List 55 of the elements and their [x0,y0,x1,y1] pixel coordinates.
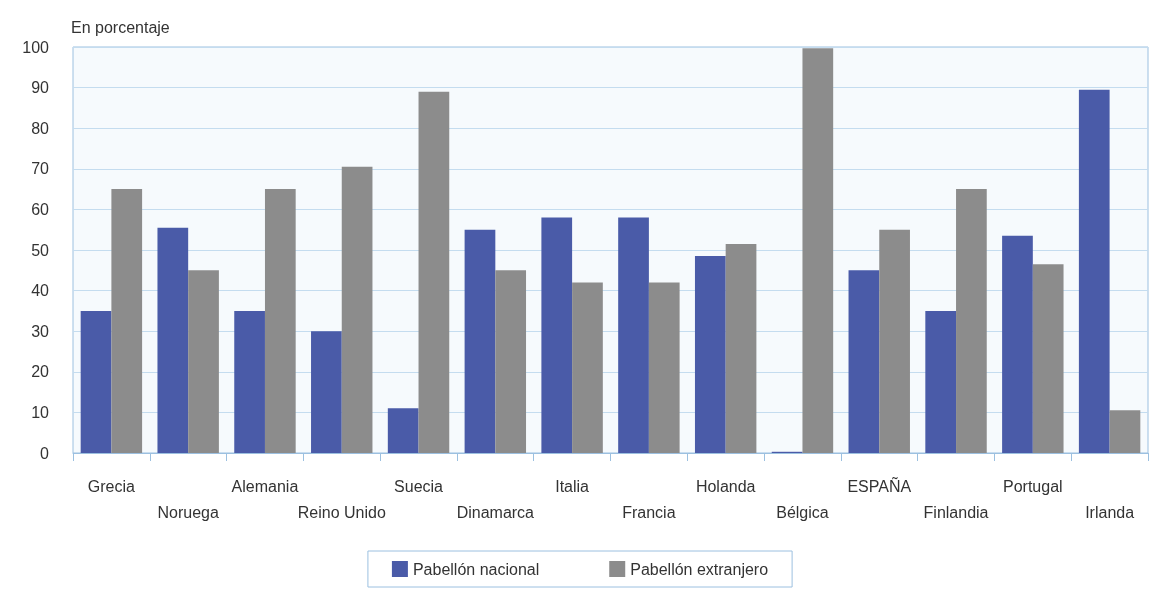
y-tick-label: 10 [31,403,50,421]
y-tick-label: 60 [31,200,50,218]
bar [264,189,296,453]
bar [879,229,910,453]
bar [464,229,496,453]
bar [234,310,265,453]
bar [618,217,649,453]
bar [541,217,573,453]
x-tick-label: Suecia [394,477,444,495]
bar [1002,235,1033,453]
bar [418,91,450,453]
x-tick-label: Francia [622,503,676,521]
y-tick-label: 90 [31,79,50,97]
bar [956,189,987,453]
bar [572,282,603,453]
x-tick-label: Bélgica [776,503,829,521]
legend-label: Pabellón nacional [412,560,540,578]
x-tick-label: Noruega [157,503,219,521]
y-tick-label: 0 [40,444,50,462]
x-tick-label: Irlanda [1085,503,1135,521]
y-tick-label: 20 [31,363,50,381]
bar [157,227,189,453]
x-tick-label: Italia [555,477,590,495]
y-tick-label: 70 [31,160,50,178]
y-tick-label: 40 [31,282,50,300]
x-tick-label: Finlandia [923,503,989,521]
bar [925,310,957,453]
x-tick-label: ESPAÑA [847,475,912,495]
bar [1109,410,1141,453]
bar [848,270,880,453]
bar [341,166,373,453]
bar [80,310,112,453]
bar [725,243,757,453]
x-tick-label: Alemania [231,477,299,495]
bar [495,270,527,453]
legend-label: Pabellón extranjero [630,560,769,578]
x-tick-label: Grecia [87,477,136,495]
bar [802,48,834,453]
y-tick-label: 80 [31,119,50,137]
bar [694,256,726,453]
bar [648,282,680,453]
y-axis-title: En porcentaje [71,18,170,36]
bar [188,270,219,453]
x-tick-label: Portugal [1003,477,1063,495]
bar [1032,264,1064,453]
y-tick-label: 50 [31,241,50,259]
x-tick-label: Reino Unido [297,503,386,521]
y-tick-label: 30 [31,322,50,340]
bar [111,189,143,453]
bar [311,331,342,453]
x-tick-label: Dinamarca [456,503,535,521]
x-tick-label: Holanda [695,477,756,495]
y-tick-label: 100 [22,38,50,56]
bar [387,408,419,453]
bar [1078,89,1110,453]
